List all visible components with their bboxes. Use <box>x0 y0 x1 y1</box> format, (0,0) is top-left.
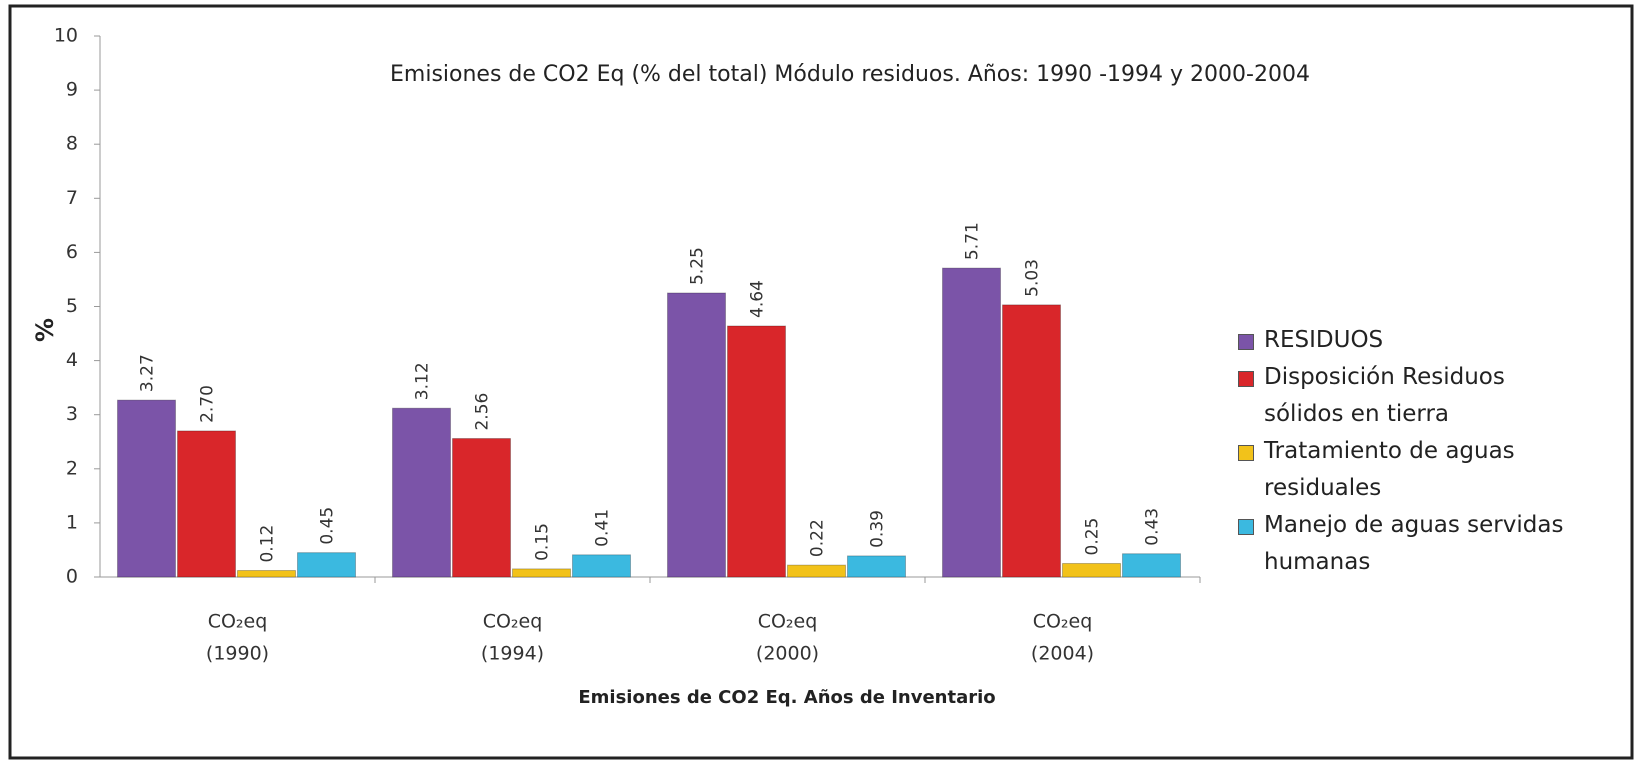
bar <box>1122 553 1181 578</box>
data-label: 3.12 <box>413 362 433 400</box>
x-tick-label: (1994) <box>481 643 544 665</box>
y-tick-label: 2 <box>66 457 78 479</box>
bar <box>1062 562 1121 578</box>
y-tick-label: 4 <box>66 349 78 371</box>
legend-label: RESIDUOS <box>1264 327 1384 353</box>
bar <box>392 407 451 578</box>
y-tick-label: 1 <box>66 511 78 533</box>
legend: RESIDUOS Disposición Residuos sólidos en … <box>1238 322 1568 581</box>
bar <box>667 292 726 578</box>
y-tick-label: 5 <box>66 295 78 317</box>
bar <box>1002 304 1061 578</box>
y-tick-label: 3 <box>66 403 78 425</box>
data-label: 2.56 <box>473 393 493 431</box>
x-tick-label: (2004) <box>1031 643 1094 665</box>
y-tick-label: 8 <box>66 133 78 155</box>
bar <box>117 399 176 578</box>
data-label: 0.41 <box>593 509 613 547</box>
legend-swatch <box>1238 371 1254 387</box>
chart-title: Emisiones de CO2 Eq (% del total) Módulo… <box>390 62 1310 87</box>
data-label: 3.27 <box>138 354 158 392</box>
data-label: 0.15 <box>533 523 553 561</box>
bar <box>942 267 1001 578</box>
y-tick-label: 7 <box>66 187 78 209</box>
data-label: 5.03 <box>1023 259 1043 297</box>
bar <box>452 438 511 578</box>
legend-item: Tratamiento de aguas residuales <box>1238 433 1568 507</box>
bar <box>237 570 296 578</box>
x-tick-label: (1990) <box>206 643 269 665</box>
x-tick-label: CO₂eq <box>483 611 543 633</box>
x-axis-title: Emisiones de CO2 Eq. Años de Inventario <box>578 687 995 708</box>
y-tick-label: 10 <box>54 25 78 47</box>
legend-label: Tratamiento de aguas residuales <box>1264 438 1515 501</box>
frame <box>8 4 1634 760</box>
data-label: 0.39 <box>868 510 888 548</box>
bar <box>787 564 846 578</box>
x-tick-label: CO₂eq <box>1033 611 1093 633</box>
legend-swatch <box>1238 445 1254 461</box>
bar <box>177 430 236 578</box>
data-label: 0.12 <box>258 525 278 563</box>
legend-label: Manejo de aguas servidas humanas <box>1264 512 1564 575</box>
data-label: 0.45 <box>318 507 338 545</box>
bar <box>727 325 786 578</box>
y-axis-title: % <box>31 318 59 342</box>
x-tick-label: CO₂eq <box>758 611 818 633</box>
x-tick-label: (2000) <box>756 643 819 665</box>
bar <box>512 568 571 578</box>
data-label: 4.64 <box>748 280 768 318</box>
legend-item: RESIDUOS <box>1238 322 1568 359</box>
legend-label: Disposición Residuos sólidos en tierra <box>1264 364 1505 427</box>
data-label: 2.70 <box>198 385 218 423</box>
data-label: 0.25 <box>1083 518 1103 556</box>
legend-swatch <box>1238 334 1254 350</box>
legend-item: Disposición Residuos sólidos en tierra <box>1238 359 1568 433</box>
x-tick-label: CO₂eq <box>208 611 268 633</box>
y-tick-label: 6 <box>66 241 78 263</box>
y-tick-label: 9 <box>66 79 78 101</box>
y-tick-label: 0 <box>66 566 78 588</box>
bar <box>297 552 356 578</box>
data-label: 0.22 <box>808 519 828 557</box>
bar <box>572 554 631 578</box>
data-label: 5.71 <box>963 222 983 260</box>
data-label: 5.25 <box>688 247 708 285</box>
data-label: 0.43 <box>1143 508 1163 546</box>
bar <box>847 555 906 578</box>
legend-item: Manejo de aguas servidas humanas <box>1238 507 1568 581</box>
legend-swatch <box>1238 519 1254 535</box>
